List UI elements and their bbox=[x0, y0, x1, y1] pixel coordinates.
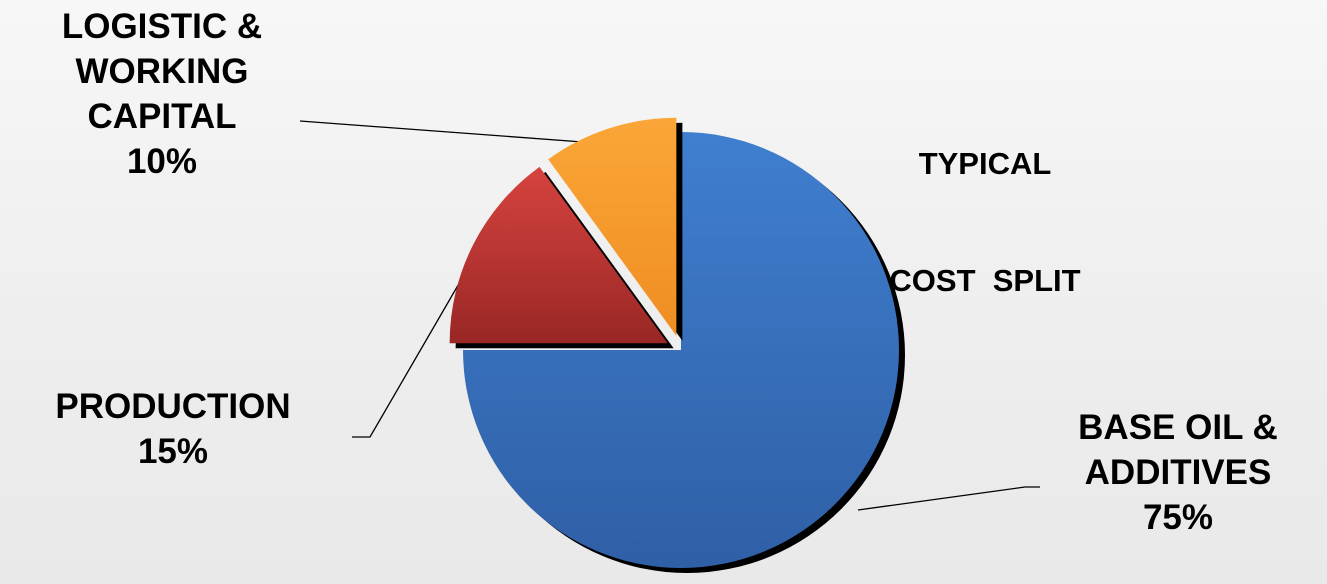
leader-line-base bbox=[857, 486, 1040, 511]
slice-label-line: CAPITAL bbox=[87, 97, 237, 136]
slice-label-line: LOGISTIC & bbox=[61, 7, 263, 46]
slice-label-line: PRODUCTION bbox=[55, 387, 291, 426]
pie-slice-production bbox=[449, 166, 668, 344]
slice-label-line: BASE OIL & bbox=[1078, 408, 1278, 447]
leader-line-production bbox=[352, 255, 476, 438]
slice-label-production: PRODUCTION 15% bbox=[8, 384, 338, 474]
slice-label-logistic: LOGISTIC & WORKING CAPITAL 10% bbox=[12, 4, 312, 184]
slice-percent-label: 75% bbox=[1142, 498, 1214, 537]
slice-label-base: BASE OIL & ADDITIVES 75% bbox=[1028, 405, 1327, 540]
pie-slice-logistic bbox=[548, 117, 677, 336]
slice-percent-label: 10% bbox=[126, 142, 198, 181]
pie-slice-base bbox=[463, 132, 899, 568]
leader-lines bbox=[299, 120, 1040, 511]
chart-title: TYPICAL COST SPLIT bbox=[840, 66, 1130, 339]
chart-title-line: TYPICAL bbox=[918, 146, 1052, 181]
chart-title-line: COST SPLIT bbox=[889, 263, 1081, 298]
leader-line-logistic bbox=[299, 120, 597, 144]
slice-label-line: WORKING bbox=[75, 52, 249, 91]
slice-label-line: ADDITIVES bbox=[1084, 453, 1272, 492]
pie-slices bbox=[449, 117, 905, 573]
slice-percent-label: 15% bbox=[137, 432, 209, 471]
